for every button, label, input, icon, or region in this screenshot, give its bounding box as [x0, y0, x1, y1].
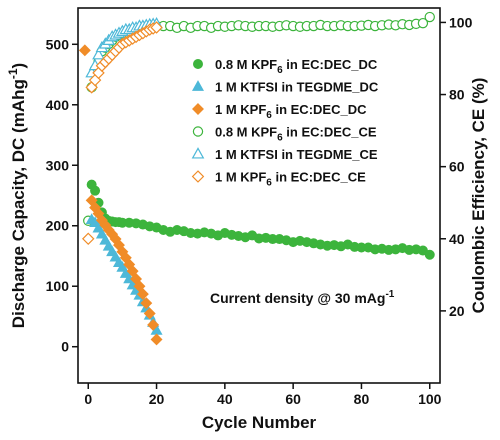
- y-right-tick-label: 80: [449, 87, 465, 103]
- y-left-tick-label: 0: [61, 339, 69, 355]
- y-right-tick-label: 40: [449, 231, 465, 247]
- legend-label: 1 M KTFSI in TEGDME_CE: [215, 147, 378, 162]
- plot-frame: [77, 7, 441, 384]
- y-left-tick-label: 400: [46, 97, 70, 113]
- x-tick-label: 60: [285, 391, 301, 407]
- data-point: [78, 44, 91, 57]
- legend-marker: [192, 126, 204, 137]
- x-tick-label: 40: [217, 391, 233, 407]
- x-tick-label: 20: [149, 391, 165, 407]
- data-point: [417, 17, 429, 29]
- data-point: [147, 318, 160, 331]
- y-left-tick-label: 200: [46, 218, 70, 234]
- y-axis-right-title: Coulombic Efficiency, CE (%): [469, 78, 488, 314]
- series-1-m-kpf6-in-ec-dec-ce: [81, 21, 163, 246]
- plot-area: [78, 11, 435, 346]
- axes: 0 20 40 60 80 100 0 100 200 300 400 500 20 40 60 80 100: [46, 7, 473, 407]
- y-axis-left-title: Discharge Capacity, DC (mAhg-1): [6, 63, 28, 328]
- series-0-8-m-kpf6-in-ec-dec-dc: [86, 179, 435, 260]
- current-density-annotation: Current density @ 30 mAg-1: [210, 289, 395, 306]
- series-0-8-m-kpf6-in-ec-dec-ce: [83, 11, 435, 226]
- data-point: [424, 11, 435, 23]
- y-right-tick-label: 20: [449, 303, 465, 319]
- data-point: [424, 249, 435, 260]
- legend-label: 0.8 M KPF6 in EC:DEC_CE: [215, 125, 377, 144]
- x-tick-label: 100: [418, 391, 442, 407]
- legend-marker: [191, 147, 205, 159]
- y-right-tick-label: 60: [449, 159, 465, 175]
- data-point: [143, 307, 156, 320]
- data-point: [90, 185, 101, 196]
- data-point: [81, 232, 95, 246]
- data-point: [92, 48, 105, 60]
- legend-label: 1 M KTFSI in TEGDME_DC: [215, 80, 379, 95]
- legend-marker: [192, 59, 203, 70]
- legend-marker: [192, 103, 204, 115]
- x-tick-label: 0: [84, 391, 92, 407]
- x-tick-label: 80: [354, 391, 370, 407]
- legend-marker: [191, 80, 205, 91]
- series-1-m-kpf6-in-ec-dec-dc: [85, 194, 163, 346]
- data-point: [140, 297, 153, 310]
- data-point: [136, 288, 149, 301]
- y-right-tick-label: 100: [449, 14, 473, 30]
- legend-label: 1 M KPF6 in EC:DEC_CE: [215, 170, 366, 189]
- y-left-tick-label: 500: [46, 36, 70, 52]
- y-left-tick-label: 300: [46, 157, 70, 173]
- legend-marker: [191, 170, 205, 183]
- x-axis-title: Cycle Number: [202, 413, 317, 432]
- legend-label: 1 M KPF6 in EC:DEC_DC: [215, 102, 367, 121]
- legend-label: 0.8 M KPF6 in EC:DEC_DC: [215, 57, 378, 76]
- y-left-tick-label: 100: [46, 278, 70, 294]
- data-point: [150, 21, 163, 34]
- legend: 0.8 M KPF6 in EC:DEC_DC 1 M KTFSI in TEGD…: [191, 57, 379, 189]
- data-point: [150, 333, 163, 346]
